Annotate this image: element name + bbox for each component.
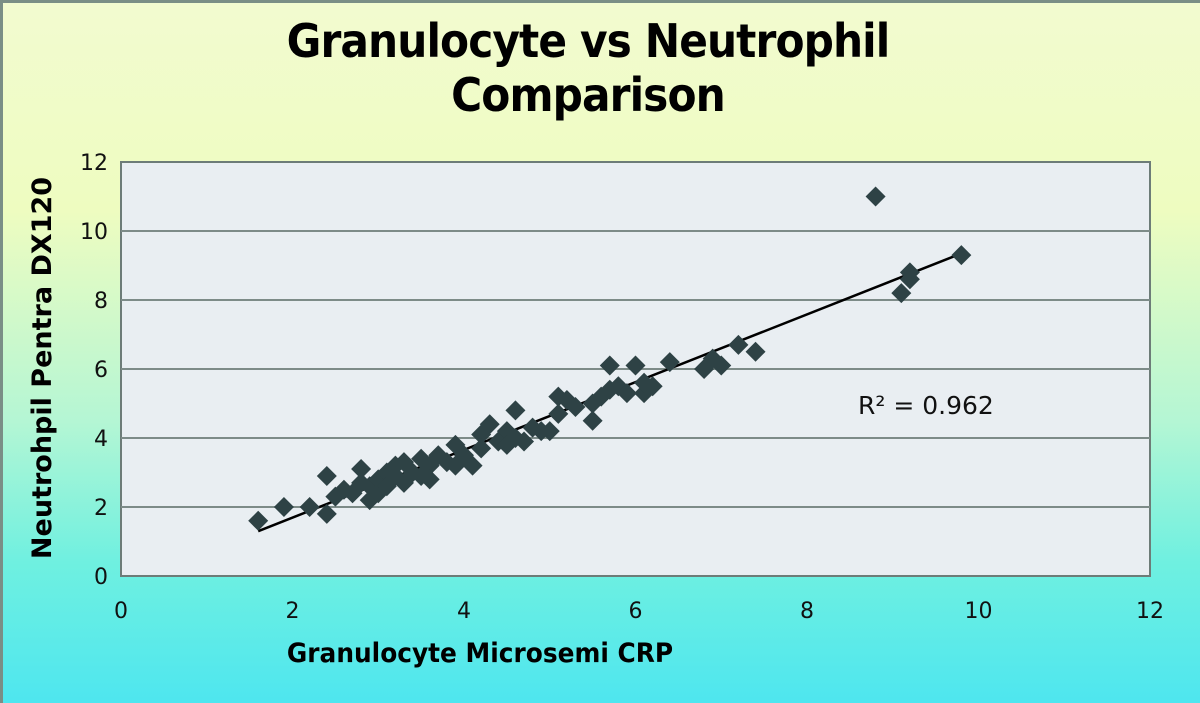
diamond-marker xyxy=(711,355,732,376)
diamond-marker xyxy=(273,497,294,517)
diamond-marker xyxy=(625,355,646,376)
y-tick-label: 10 xyxy=(80,220,108,245)
y-tick-label: 12 xyxy=(80,151,108,176)
x-tick-label: 8 xyxy=(800,599,814,624)
diamond-marker xyxy=(419,469,440,490)
diamond-marker xyxy=(548,403,569,424)
diamond-marker xyxy=(899,262,920,283)
diamond-marker xyxy=(565,396,586,417)
diamond-marker xyxy=(582,410,603,431)
y-tick-label: 6 xyxy=(94,358,108,383)
diamond-marker xyxy=(316,465,337,486)
diamond-marker xyxy=(745,341,766,362)
r-squared-annotation: R² = 0.962 xyxy=(858,391,994,420)
diamond-marker xyxy=(479,414,500,435)
diamond-marker xyxy=(891,283,912,304)
data-points xyxy=(248,186,972,531)
x-tick-label: 12 xyxy=(1136,599,1164,624)
diamond-marker xyxy=(462,455,483,476)
diamond-marker xyxy=(248,510,269,531)
diamond-marker xyxy=(471,438,492,459)
y-tick-label: 2 xyxy=(94,496,108,521)
diamond-marker xyxy=(351,459,372,480)
x-tick-label: 2 xyxy=(286,599,300,624)
x-tick-label: 4 xyxy=(457,599,471,624)
chart-title-line-2: Comparison xyxy=(451,68,726,122)
diamond-marker xyxy=(539,421,560,442)
diamond-marker xyxy=(316,503,337,524)
chart-title-line-1: Granulocyte vs Neutrophil xyxy=(286,14,891,68)
chart-title: Granulocyte vs Neutrophil Comparison xyxy=(47,14,1129,122)
diamond-marker xyxy=(299,497,320,517)
frame-border-top xyxy=(0,0,1200,3)
x-axis-ticks: 0 2 4 6 8 10 12 xyxy=(114,599,1164,624)
x-tick-label: 0 xyxy=(114,599,128,624)
diamond-marker xyxy=(728,334,749,355)
diamond-marker xyxy=(514,431,535,452)
x-tick-label: 6 xyxy=(629,599,643,624)
diamond-marker xyxy=(616,383,637,404)
frame-border-left xyxy=(0,0,3,703)
diamond-marker xyxy=(951,245,972,266)
diamond-marker xyxy=(599,355,620,376)
y-tick-label: 0 xyxy=(94,565,108,590)
diamond-marker xyxy=(642,376,663,397)
y-tick-label: 4 xyxy=(94,427,108,452)
y-tick-label: 8 xyxy=(94,289,108,314)
diamond-marker xyxy=(659,352,680,373)
diamond-marker xyxy=(865,186,886,207)
diamond-marker xyxy=(505,400,526,421)
y-axis-ticks: 0 2 4 6 8 10 12 xyxy=(80,151,108,590)
x-axis-label: Granulocyte Microsemi CRP xyxy=(286,638,674,669)
x-tick-label: 10 xyxy=(965,599,993,624)
